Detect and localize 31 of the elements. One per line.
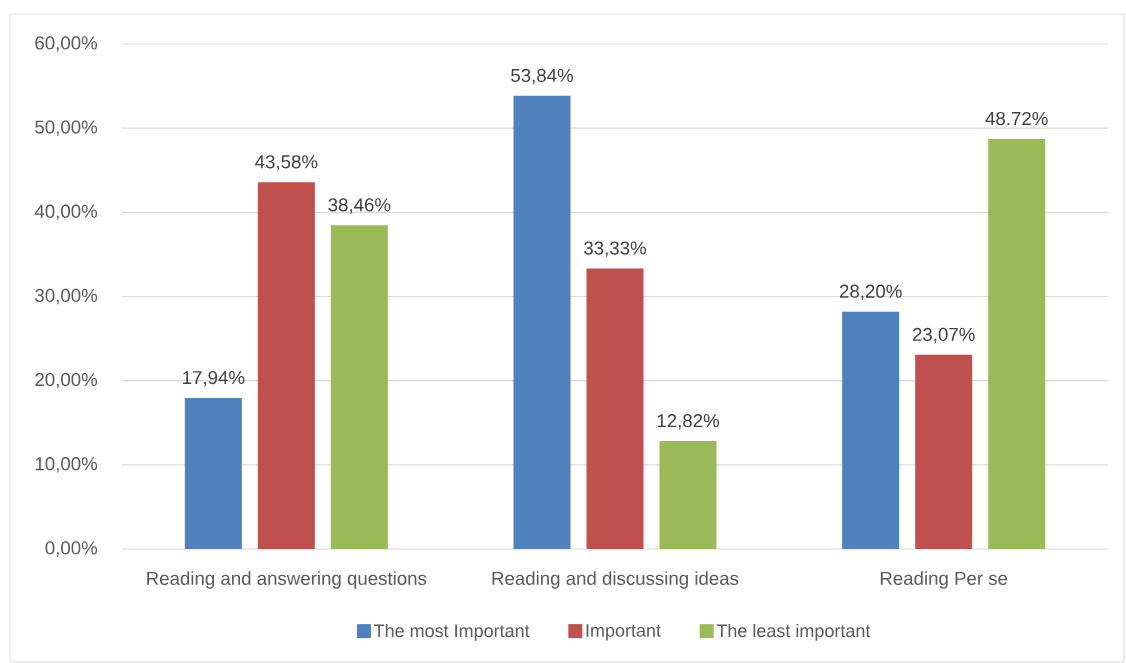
bar	[257, 182, 315, 549]
bar	[513, 95, 571, 549]
bar	[330, 225, 388, 549]
y-tick-label: 50,00%	[35, 120, 98, 136]
y-tick-label: 60,00%	[35, 36, 98, 52]
data-label: 33,33%	[584, 241, 646, 257]
y-tick-label: 0,00%	[45, 541, 98, 557]
bar	[184, 398, 242, 549]
data-label: 53,84%	[511, 68, 573, 85]
y-tick-label: 30,00%	[35, 288, 98, 305]
bar	[915, 354, 973, 549]
data-label: 12,82%	[657, 414, 719, 430]
data-label: 48.72%	[985, 111, 1048, 126]
bar	[988, 138, 1046, 549]
bar	[842, 311, 900, 549]
legend-label: The least important	[716, 623, 871, 641]
data-label: 28,20%	[839, 284, 902, 301]
data-label: 23,07%	[912, 327, 975, 344]
data-label: 38,46%	[328, 198, 391, 214]
bar	[659, 441, 717, 549]
data-label: 43,58%	[255, 155, 318, 171]
x-tick-label: Reading Per se	[880, 571, 1008, 589]
y-tick-label: 10,00%	[35, 457, 98, 473]
data-label: 17,94%	[183, 370, 245, 387]
legend-label: Important	[586, 624, 661, 641]
x-tick-label: Reading and discussing ideas	[492, 571, 739, 589]
bar	[586, 268, 644, 549]
x-tick-label: Reading and answering questions	[147, 571, 427, 589]
legend-label: The most Important	[373, 623, 530, 641]
y-tick-label: 40,00%	[34, 204, 98, 221]
y-tick-label: 20,00%	[35, 372, 98, 389]
